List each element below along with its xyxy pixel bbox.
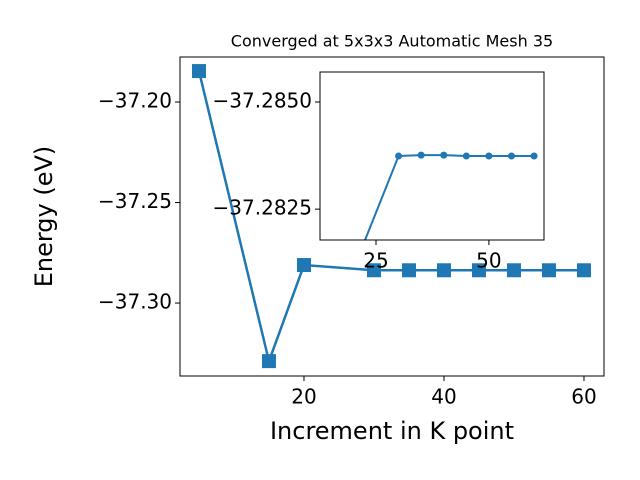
marker [507, 152, 515, 160]
marker [576, 263, 591, 278]
marker [506, 263, 521, 278]
marker [462, 152, 470, 160]
y-tick-label: −37.25 [98, 189, 172, 213]
y-tick-label: −37.20 [98, 89, 172, 113]
y-tick-label: −37.2850 [213, 89, 312, 113]
chart-title: Converged at 5x3x3 Automatic Mesh 35 [231, 32, 553, 51]
x-tick-label: 20 [291, 385, 316, 409]
marker [436, 263, 451, 278]
x-tick-label: 25 [363, 249, 388, 273]
marker [541, 263, 556, 278]
marker [471, 263, 486, 278]
plot-group [191, 64, 591, 369]
y-tick-label: −37.30 [98, 290, 172, 314]
series-line [363, 154, 535, 240]
marker [440, 151, 448, 159]
marker [366, 263, 381, 278]
y-axis-label: Energy (eV) [30, 146, 58, 288]
marker [485, 152, 493, 160]
frame [319, 71, 545, 241]
x-tick-label: 50 [476, 249, 501, 273]
y-tick-label: −37.2825 [213, 196, 312, 220]
x-axis-label: Increment in K point [270, 417, 514, 445]
marker [395, 152, 403, 160]
plot-group [363, 151, 538, 240]
x-tick-label: 60 [571, 385, 596, 409]
marker [530, 152, 538, 160]
marker [417, 151, 425, 159]
marker [296, 258, 311, 273]
marker [191, 64, 206, 79]
marker [401, 263, 416, 278]
frame [179, 56, 605, 377]
x-tick-label: 40 [431, 385, 456, 409]
series-line [197, 70, 584, 366]
marker [261, 354, 276, 369]
